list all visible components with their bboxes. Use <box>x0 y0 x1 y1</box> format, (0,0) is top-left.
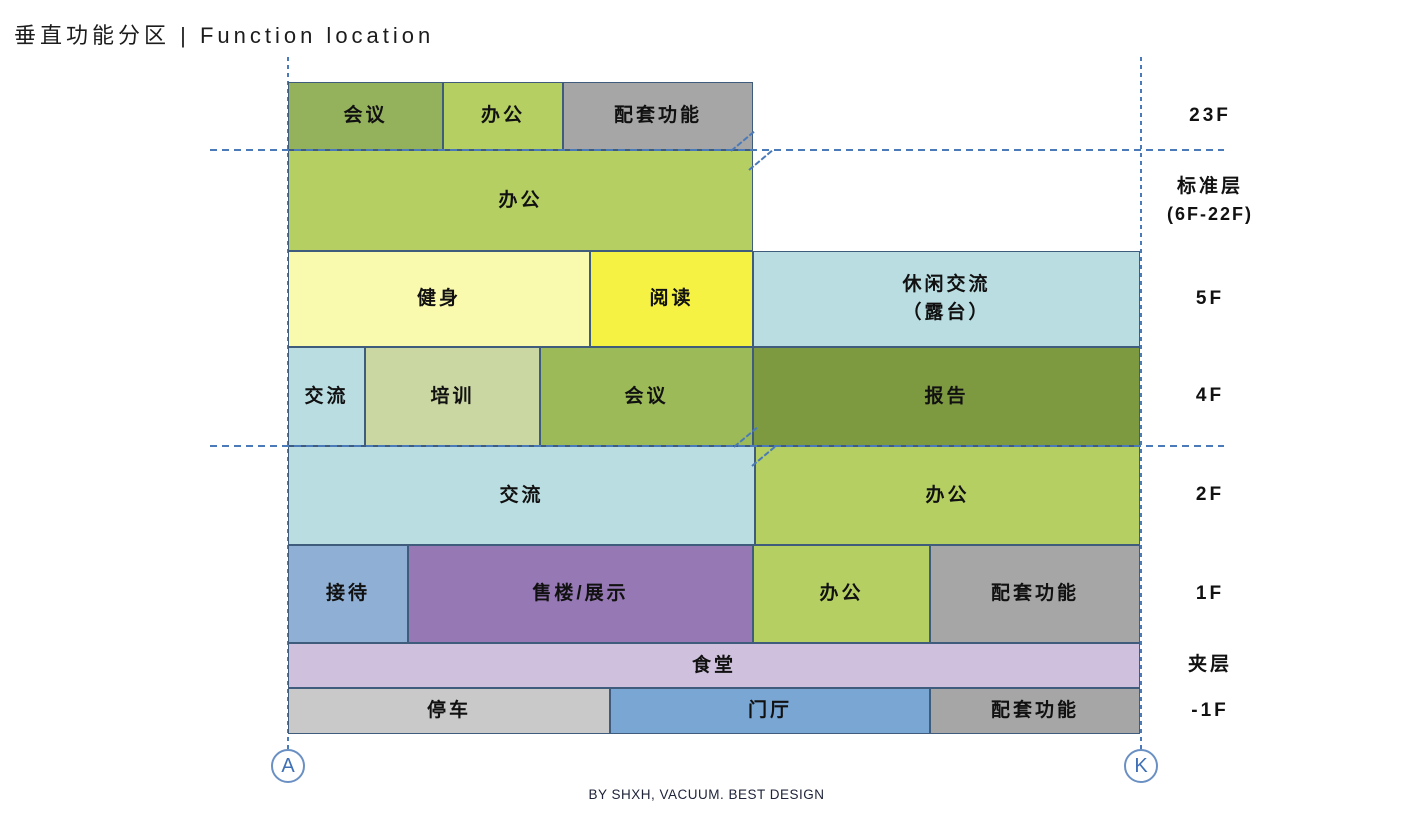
function-block-label: 健身 <box>416 288 461 310</box>
function-block-label: 办公 <box>480 105 525 127</box>
function-block-mezzanine-0: 食堂 <box>288 643 1140 688</box>
floor-label-2f: 2F <box>1195 484 1225 506</box>
floor-label-minus1f: -1F <box>1191 699 1229 721</box>
axis-marker-a-label: A <box>281 754 295 777</box>
function-block-label: 食堂 <box>691 654 736 676</box>
function-block-label: 配套功能 <box>990 583 1079 605</box>
function-block-1f-3: 配套功能 <box>930 545 1140 643</box>
function-block-minus1f-1: 门厅 <box>610 688 930 734</box>
floor-label-standard: 标准层 (6F-22F) <box>1166 175 1253 225</box>
axis-marker-a: A <box>271 749 305 783</box>
function-block-label: 配套功能 <box>613 105 702 127</box>
level-dashline-4f <box>210 445 1224 447</box>
function-block-5f-0: 健身 <box>288 251 590 347</box>
floor-label-4f: 4F <box>1195 385 1225 407</box>
function-block-4f-2: 会议 <box>540 347 753 446</box>
level-dashline-23f <box>210 149 1224 151</box>
function-block-label: 报告 <box>924 385 969 407</box>
function-block-minus1f-0: 停车 <box>288 688 610 734</box>
function-block-label: 停车 <box>426 700 471 722</box>
function-block-label: 培训 <box>430 385 475 407</box>
function-block-1f-2: 办公 <box>753 545 930 643</box>
function-block-label: 办公 <box>925 484 970 506</box>
function-block-label: 门厅 <box>747 700 792 722</box>
function-block-label: 办公 <box>819 583 864 605</box>
function-block-4f-0: 交流 <box>288 347 365 446</box>
function-block-label: 办公 <box>498 189 543 211</box>
function-block-sublabel: （露台） <box>902 302 991 323</box>
axis-marker-k: K <box>1124 749 1158 783</box>
function-block-2f-0: 交流 <box>288 446 755 545</box>
floor-label-23f: 23F <box>1189 104 1231 126</box>
function-block-23f-1: 办公 <box>443 82 563 150</box>
function-block-23f-2: 配套功能 <box>563 82 753 150</box>
function-block-label: 阅读 <box>649 288 694 310</box>
function-block-5f-2: 休闲交流 （露台） <box>753 251 1140 347</box>
footer-credit: BY SHXH, VACUUM. BEST DESIGN <box>588 787 825 802</box>
floor-label-5f: 5F <box>1195 287 1225 309</box>
function-block-minus1f-2: 配套功能 <box>930 688 1140 734</box>
function-block-4f-1: 培训 <box>365 347 540 446</box>
function-block-4f-3: 报告 <box>753 347 1140 446</box>
page-title: 垂直功能分区 | Function location <box>14 23 435 48</box>
function-block-label: 配套功能 <box>990 700 1079 722</box>
grid-line-k <box>1140 57 1142 749</box>
function-block-1f-1: 售楼/展示 <box>408 545 753 643</box>
function-block-label: 交流 <box>304 385 349 407</box>
function-block-label: 售楼/展示 <box>532 583 629 605</box>
function-block-2f-1: 办公 <box>755 446 1140 545</box>
function-block-label: 会议 <box>343 105 388 127</box>
function-block-5f-1: 阅读 <box>590 251 753 347</box>
axis-marker-k-label: K <box>1134 754 1148 777</box>
function-block-standard-0: 办公 <box>288 150 753 251</box>
function-block-label: 交流 <box>499 484 544 506</box>
function-block-23f-0: 会议 <box>288 82 443 150</box>
function-block-label: 接待 <box>325 583 370 605</box>
function-block-label: 休闲交流 <box>902 274 991 296</box>
function-block-label: 会议 <box>624 385 669 407</box>
floor-label-1f: 1F <box>1195 582 1225 604</box>
floor-label-mezzanine: 夹层 <box>1187 654 1232 676</box>
function-block-1f-0: 接待 <box>288 545 408 643</box>
